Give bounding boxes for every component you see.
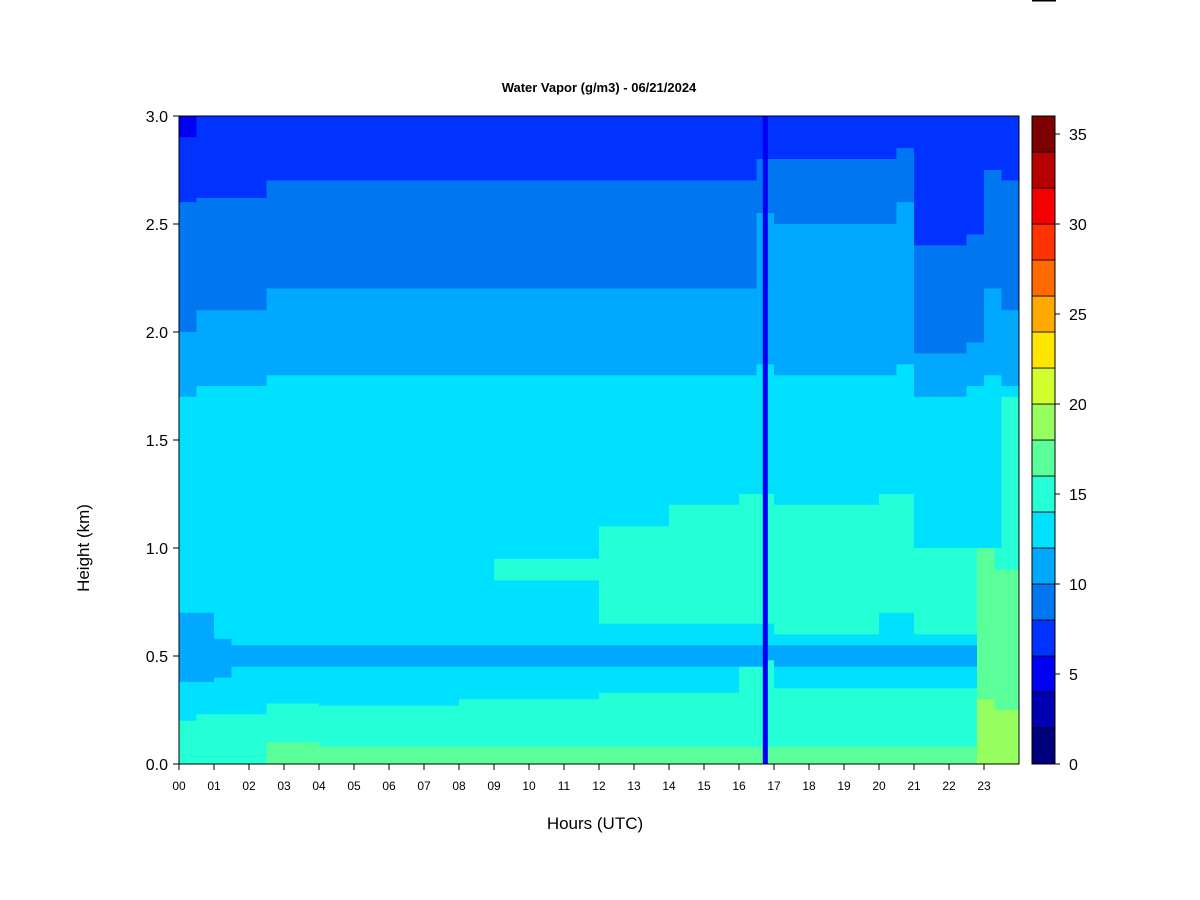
chart-title: Water Vapor (g/m3) - 06/21/2024 — [502, 80, 697, 95]
x-tick-label: 22 — [942, 779, 956, 793]
colorbar-swatch — [1031, 259, 1056, 297]
colorbar-swatch — [1031, 511, 1056, 549]
x-tick-label: 10 — [522, 779, 536, 793]
x-tick-label: 20 — [872, 779, 886, 793]
x-tick-label: 00 — [172, 779, 186, 793]
x-tick-label: 06 — [382, 779, 396, 793]
x-tick-label: 19 — [837, 779, 851, 793]
x-axis-label: Hours (UTC) — [547, 814, 643, 833]
colorbar-swatch — [1031, 727, 1056, 765]
colorbar-tick-label: 10 — [1069, 577, 1087, 594]
colorbar-swatch — [1031, 223, 1056, 261]
colorbar-tick-label: 20 — [1069, 397, 1087, 414]
y-tick-label: 1.0 — [146, 541, 168, 558]
heatmap-plot-area — [179, 116, 1019, 764]
y-axis: 0.0 0.5 1.0 1.5 2.0 2.5 3.0 — [146, 109, 179, 774]
colorbar-tick-label: 5 — [1069, 667, 1078, 684]
y-tick-label: 2.5 — [146, 217, 168, 234]
x-tick-label: 21 — [907, 779, 921, 793]
x-tick-label: 12 — [592, 779, 606, 793]
y-tick-label: 0.5 — [146, 649, 168, 666]
x-tick-label: 15 — [697, 779, 711, 793]
colorbar-swatch — [1031, 583, 1056, 621]
colorbar-swatch — [1031, 475, 1056, 513]
colorbar-tick-label: 30 — [1069, 217, 1087, 234]
heatmap-region-3 — [179, 202, 1019, 397]
colorbar: 0 5 10 15 20 25 30 35 — [1031, 115, 1087, 774]
data-gap-line — [762, 116, 768, 764]
x-tick-label: 13 — [627, 779, 641, 793]
heatmap-region-5 — [179, 396, 1019, 764]
colorbar-swatch — [1031, 619, 1056, 657]
x-tick-label: 11 — [558, 779, 571, 793]
x-axis: 00 01 02 03 04 05 06 07 08 09 10 11 12 13 14 15 16 17 18 19… — [172, 764, 991, 793]
heatmap-region-4 — [179, 612, 1019, 682]
corner-mark — [1032, 0, 1056, 2]
colorbar-swatch — [1031, 187, 1056, 225]
x-tick-label: 07 — [417, 779, 431, 793]
x-tick-label: 09 — [487, 779, 501, 793]
x-tick-label: 18 — [802, 779, 816, 793]
y-tick-label: 3.0 — [146, 109, 168, 126]
x-tick-label: 14 — [662, 779, 676, 793]
colorbar-frame — [1031, 115, 1056, 765]
heatmap-region-6 — [494, 494, 1019, 635]
heatmap-region-8 — [977, 699, 1019, 764]
colorbar-swatch — [1031, 439, 1056, 477]
x-tick-label: 05 — [347, 779, 361, 793]
y-tick-label: 0.0 — [146, 757, 168, 774]
x-tick-label: 04 — [312, 779, 326, 793]
heatmap-regions — [179, 116, 1019, 764]
x-tick-label: 02 — [242, 779, 256, 793]
colorbar-swatch — [1031, 403, 1056, 441]
y-axis-label: Height (km) — [74, 504, 93, 592]
y-tick-label: 2.0 — [146, 325, 168, 342]
y-tick-label: 1.5 — [146, 433, 168, 450]
x-tick-label: 16 — [732, 779, 746, 793]
colorbar-swatch — [1031, 367, 1056, 405]
heatmap-region-2 — [179, 148, 1019, 354]
colorbar-tick-label: 15 — [1069, 487, 1087, 504]
colorbar-swatch — [1031, 655, 1056, 693]
colorbar-swatch — [1031, 691, 1056, 729]
x-tick-label: 23 — [977, 779, 991, 793]
colorbar-swatch — [1031, 331, 1056, 369]
x-tick-label: 03 — [277, 779, 291, 793]
x-tick-label: 17 — [767, 779, 781, 793]
x-tick-label: 08 — [452, 779, 466, 793]
colorbar-tick-label: 0 — [1069, 757, 1078, 774]
colorbar-swatch — [1031, 151, 1056, 189]
colorbar-swatch — [1031, 547, 1056, 585]
colorbar-swatch — [1031, 295, 1056, 333]
x-tick-label: 01 — [207, 779, 221, 793]
colorbar-tick-label: 35 — [1069, 127, 1087, 144]
colorbar-tick-label: 25 — [1069, 307, 1087, 324]
colorbar-swatch — [1031, 115, 1056, 153]
